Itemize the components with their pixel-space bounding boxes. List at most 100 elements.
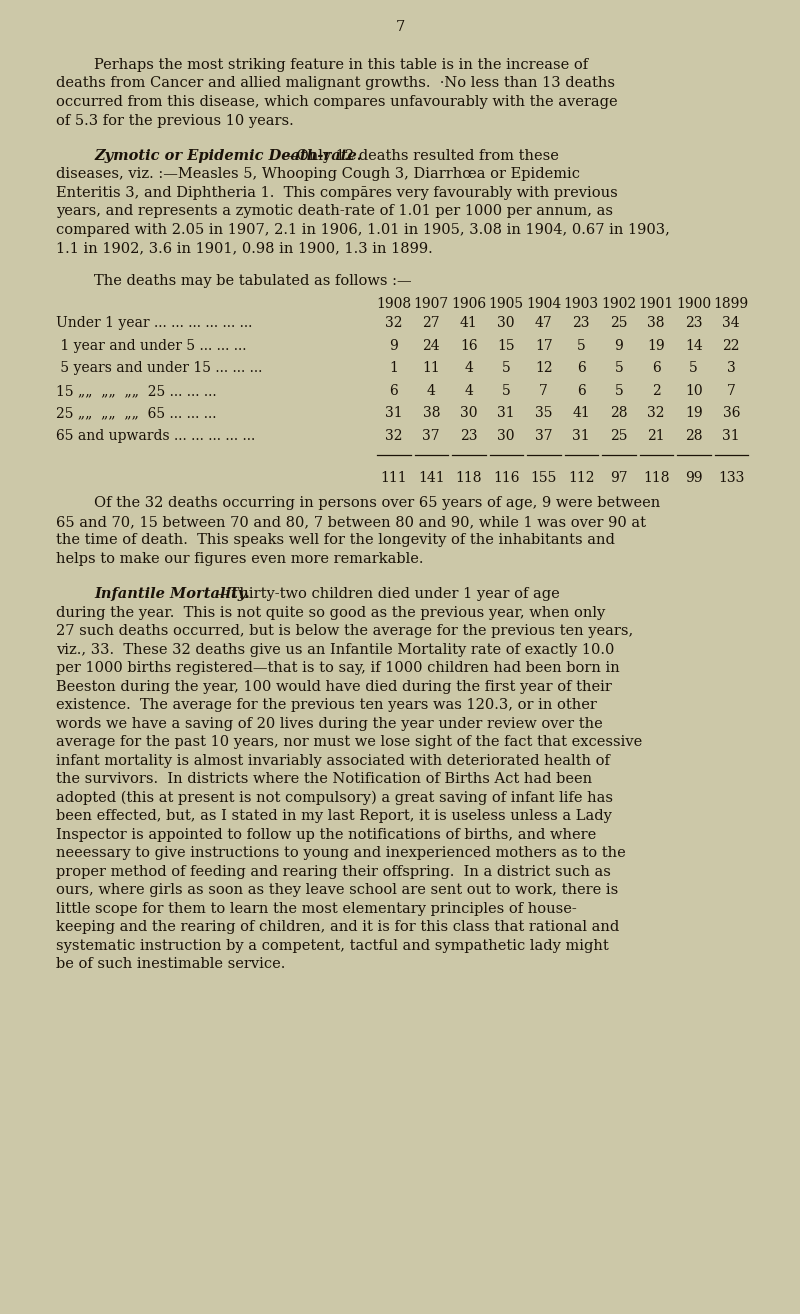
Text: proper method of feeding and rearing their offspring.  In a district such as: proper method of feeding and rearing the… <box>56 865 611 879</box>
Text: 2: 2 <box>652 384 661 398</box>
Text: 7: 7 <box>727 384 736 398</box>
Text: 6: 6 <box>652 361 661 376</box>
Text: 4: 4 <box>427 384 436 398</box>
Text: existence.  The average for the previous ten years was 120.3, or in other: existence. The average for the previous … <box>56 698 597 712</box>
Text: 5: 5 <box>502 361 510 376</box>
Text: 21: 21 <box>647 428 665 443</box>
Text: 65 and upwards ... ... ... ... ...: 65 and upwards ... ... ... ... ... <box>56 428 255 443</box>
Text: 31: 31 <box>573 428 590 443</box>
Text: 99: 99 <box>685 472 702 485</box>
Text: 41: 41 <box>572 406 590 420</box>
Text: 4: 4 <box>464 384 473 398</box>
Text: 112: 112 <box>568 472 594 485</box>
Text: 31: 31 <box>722 428 740 443</box>
Text: 17: 17 <box>535 339 553 353</box>
Text: 23: 23 <box>685 317 702 330</box>
Text: the time of death.  This speaks well for the longevity of the inhabitants and: the time of death. This speaks well for … <box>56 533 615 548</box>
Text: Under 1 year ... ... ... ... ... ...: Under 1 year ... ... ... ... ... ... <box>56 317 252 330</box>
Text: 5: 5 <box>614 384 623 398</box>
Text: 30: 30 <box>498 428 515 443</box>
Text: 47: 47 <box>535 317 553 330</box>
Text: 116: 116 <box>493 472 519 485</box>
Text: Inspector is appointed to follow up the notifications of births, and where: Inspector is appointed to follow up the … <box>56 828 596 841</box>
Text: 1904: 1904 <box>526 297 562 310</box>
Text: 7: 7 <box>539 384 548 398</box>
Text: neeessary to give instructions to young and inexperienced mothers as to the: neeessary to give instructions to young … <box>56 846 626 861</box>
Text: 37: 37 <box>422 428 440 443</box>
Text: 32: 32 <box>385 428 402 443</box>
Text: 16: 16 <box>460 339 478 353</box>
Text: 1.1 in 1902, 3.6 in 1901, 0.98 in 1900, 1.3 in 1899.: 1.1 in 1902, 3.6 in 1901, 0.98 in 1900, … <box>56 242 433 255</box>
Text: 5 years and under 15 ... ... ...: 5 years and under 15 ... ... ... <box>56 361 262 376</box>
Text: 27: 27 <box>422 317 440 330</box>
Text: Enteritis 3, and Diphtheria 1.  This compāres very favourably with previous: Enteritis 3, and Diphtheria 1. This comp… <box>56 185 618 200</box>
Text: 1903: 1903 <box>564 297 599 310</box>
Text: been effected, but, as I stated in my last Report, it is useless unless a Lady: been effected, but, as I stated in my la… <box>56 809 612 823</box>
Text: —Thirty-two children died under 1 year of age: —Thirty-two children died under 1 year o… <box>215 587 560 600</box>
Text: of 5.3 for the previous 10 years.: of 5.3 for the previous 10 years. <box>56 113 294 127</box>
Text: 155: 155 <box>530 472 557 485</box>
Text: ours, where girls as soon as they leave school are sent out to work, there is: ours, where girls as soon as they leave … <box>56 883 618 897</box>
Text: 5: 5 <box>577 339 586 353</box>
Text: 3: 3 <box>727 361 736 376</box>
Text: 23: 23 <box>460 428 478 443</box>
Text: 38: 38 <box>422 406 440 420</box>
Text: words we have a saving of 20 lives during the year under review over the: words we have a saving of 20 lives durin… <box>56 716 602 731</box>
Text: 5: 5 <box>614 361 623 376</box>
Text: 1: 1 <box>390 361 398 376</box>
Text: 118: 118 <box>455 472 482 485</box>
Text: Zymotic or Epidemic Death-rate.: Zymotic or Epidemic Death-rate. <box>94 148 362 163</box>
Text: 31: 31 <box>498 406 515 420</box>
Text: 65 and 70, 15 between 70 and 80, 7 between 80 and 90, while 1 was over 90 at: 65 and 70, 15 between 70 and 80, 7 betwe… <box>56 515 646 530</box>
Text: 5: 5 <box>502 384 510 398</box>
Text: 19: 19 <box>647 339 665 353</box>
Text: 37: 37 <box>535 428 553 443</box>
Text: systematic instruction by a competent, tactful and sympathetic lady might: systematic instruction by a competent, t… <box>56 938 609 953</box>
Text: adopted (this at present is not compulsory) a great saving of infant life has: adopted (this at present is not compulso… <box>56 791 613 805</box>
Text: 7: 7 <box>395 20 405 34</box>
Text: 1902: 1902 <box>601 297 636 310</box>
Text: the survivors.  In districts where the Notification of Births Act had been: the survivors. In districts where the No… <box>56 773 592 786</box>
Text: 1 year and under 5 ... ... ...: 1 year and under 5 ... ... ... <box>56 339 246 353</box>
Text: infant mortality is almost invariably associated with deteriorated health of: infant mortality is almost invariably as… <box>56 754 610 767</box>
Text: 32: 32 <box>385 317 402 330</box>
Text: 6: 6 <box>577 384 586 398</box>
Text: 14: 14 <box>685 339 702 353</box>
Text: years, and represents a zymotic death-rate of 1.01 per 1000 per annum, as: years, and represents a zymotic death-ra… <box>56 204 613 218</box>
Text: average for the past 10 years, nor must we lose sight of the fact that excessive: average for the past 10 years, nor must … <box>56 735 642 749</box>
Text: 25 „„  „„  „„  65 ... ... ...: 25 „„ „„ „„ 65 ... ... ... <box>56 406 217 420</box>
Text: 6: 6 <box>390 384 398 398</box>
Text: The deaths may be tabulated as follows :—: The deaths may be tabulated as follows :… <box>94 275 412 289</box>
Text: 36: 36 <box>722 406 740 420</box>
Text: 97: 97 <box>610 472 627 485</box>
Text: 10: 10 <box>685 384 702 398</box>
Text: 133: 133 <box>718 472 745 485</box>
Text: 28: 28 <box>610 406 627 420</box>
Text: 12: 12 <box>535 361 553 376</box>
Text: 35: 35 <box>535 406 553 420</box>
Text: 24: 24 <box>422 339 440 353</box>
Text: helps to make our figures even more remarkable.: helps to make our figures even more rema… <box>56 552 423 566</box>
Text: diseases, viz. :—Measles 5, Whooping Cough 3, Diarrhœa or Epidemic: diseases, viz. :—Measles 5, Whooping Cou… <box>56 167 580 181</box>
Text: 9: 9 <box>614 339 623 353</box>
Text: 23: 23 <box>573 317 590 330</box>
Text: Of the 32 deaths occurring in persons over 65 years of age, 9 were between: Of the 32 deaths occurring in persons ov… <box>94 497 660 510</box>
Text: Beeston during the year, 100 would have died during the first year of their: Beeston during the year, 100 would have … <box>56 679 612 694</box>
Text: Infantile Mortality.: Infantile Mortality. <box>94 587 250 600</box>
Text: 9: 9 <box>390 339 398 353</box>
Text: 1907: 1907 <box>414 297 449 310</box>
Text: 111: 111 <box>381 472 407 485</box>
Text: little scope for them to learn the most elementary principles of house-: little scope for them to learn the most … <box>56 901 577 916</box>
Text: 19: 19 <box>685 406 702 420</box>
Text: 25: 25 <box>610 317 627 330</box>
Text: 4: 4 <box>464 361 473 376</box>
Text: 1901: 1901 <box>638 297 674 310</box>
Text: 32: 32 <box>647 406 665 420</box>
Text: 15 „„  „„  „„  25 ... ... ...: 15 „„ „„ „„ 25 ... ... ... <box>56 384 217 398</box>
Text: 1905: 1905 <box>489 297 524 310</box>
Text: 1899: 1899 <box>714 297 749 310</box>
Text: 22: 22 <box>722 339 740 353</box>
Text: 11: 11 <box>422 361 440 376</box>
Text: 34: 34 <box>722 317 740 330</box>
Text: per 1000 births registered—that is to say, if 1000 children had been born in: per 1000 births registered—that is to sa… <box>56 661 620 675</box>
